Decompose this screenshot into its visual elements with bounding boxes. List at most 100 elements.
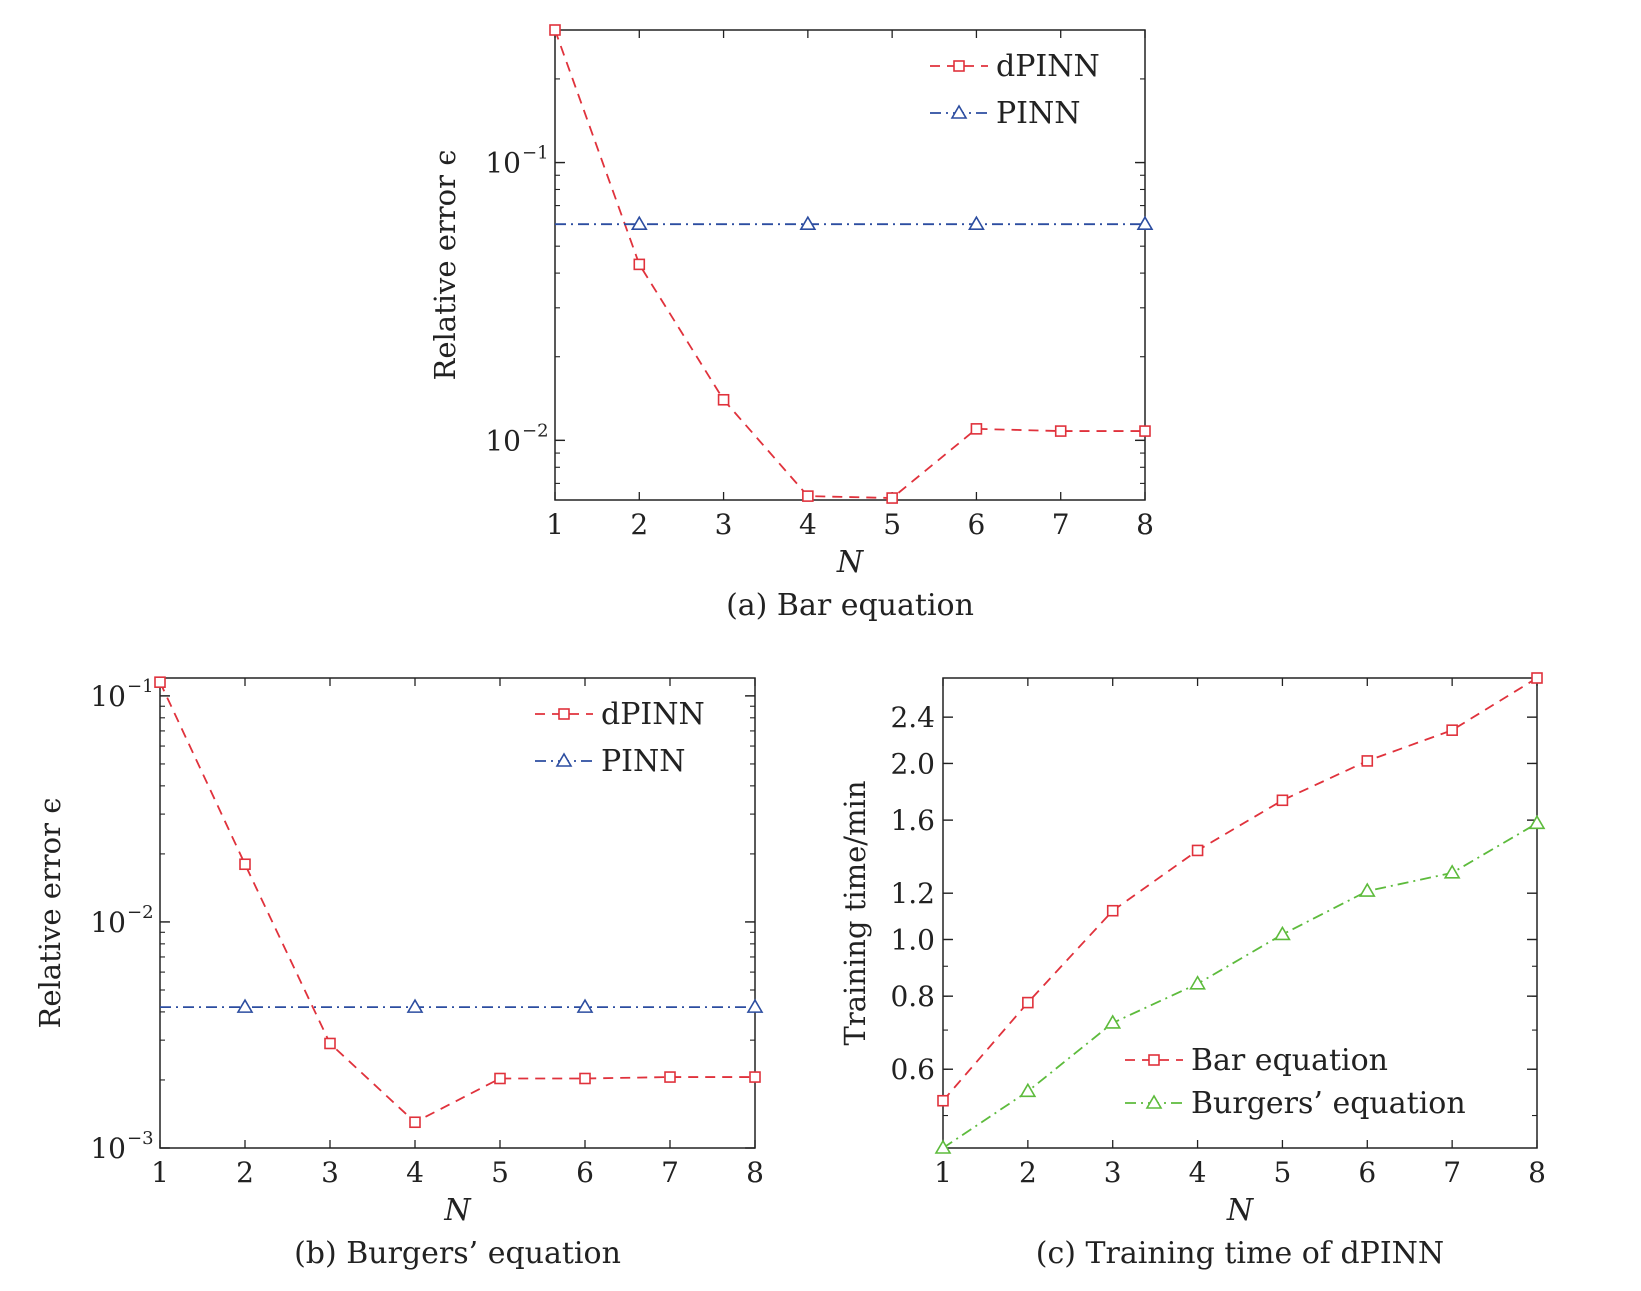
data-point	[1358, 882, 1376, 897]
data-point	[1528, 814, 1546, 830]
x-tick-label: 8	[1136, 508, 1154, 541]
data-point	[239, 858, 251, 871]
x-tick-label: 8	[1528, 1156, 1546, 1189]
y-tick-label-base: 10	[485, 424, 521, 457]
y-tick-label-exponent: −2	[522, 420, 549, 441]
data-point	[1274, 925, 1291, 941]
x-tick-label: 3	[1104, 1156, 1122, 1189]
legend-marker	[558, 708, 570, 720]
data-point	[937, 1094, 949, 1107]
x-tick-label: 5	[491, 1156, 509, 1189]
y-tick-label: 1.2	[890, 877, 935, 910]
panel-caption: (a) Bar equation	[726, 588, 974, 623]
series-line	[942, 677, 1538, 1102]
x-tick-label: 2	[236, 1156, 254, 1189]
x-tick-label: 8	[746, 1156, 764, 1189]
data-point	[409, 1116, 421, 1129]
data-point	[576, 998, 594, 1013]
y-tick-label-exponent: −2	[127, 902, 154, 923]
x-tick-label: 1	[934, 1156, 952, 1189]
legend-marker	[953, 60, 965, 72]
x-tick-label: 1	[151, 1156, 169, 1189]
series-burgers-equation	[934, 814, 1546, 1154]
x-tick-label: 1	[546, 508, 564, 541]
series-pinn	[160, 998, 764, 1013]
x-axis-label: N	[443, 1193, 472, 1228]
panel-caption: (c) Training time of dPINN	[1036, 1236, 1444, 1271]
data-point	[1189, 975, 1206, 990]
legend-label: PINN	[601, 744, 686, 779]
x-tick-label: 4	[1189, 1156, 1207, 1189]
legend-label: PINN	[996, 96, 1081, 131]
x-tick-label: 7	[1052, 508, 1070, 541]
y-tick-label: 10	[485, 424, 521, 457]
data-point	[1276, 794, 1289, 807]
y-tick-label: 10	[90, 680, 126, 713]
plot-frame	[554, 29, 1146, 501]
y-tick-label: 2.0	[890, 747, 935, 780]
data-point	[1054, 425, 1067, 437]
x-tick-label: 4	[799, 508, 817, 541]
data-point	[1104, 1014, 1122, 1029]
data-point	[934, 1139, 952, 1154]
series-line	[554, 29, 1145, 499]
data-point	[236, 998, 254, 1013]
plot-frame	[942, 677, 1538, 1149]
data-point	[802, 490, 814, 502]
data-point	[1446, 724, 1458, 736]
y-tick-label-base: 10	[90, 680, 126, 713]
x-tick-label: 6	[968, 508, 986, 541]
data-point	[630, 215, 648, 230]
y-tick-label: 0.6	[890, 1053, 935, 1086]
data-point	[549, 24, 561, 36]
x-tick-label: 4	[406, 1156, 424, 1189]
y-tick-label: 0.8	[890, 980, 935, 1013]
y-tick-label: 10	[90, 906, 126, 939]
data-point	[886, 492, 898, 504]
x-tick-label: 6	[576, 1156, 594, 1189]
data-point	[579, 1072, 591, 1085]
x-tick-label: 5	[883, 508, 901, 541]
data-point	[1019, 1082, 1037, 1098]
x-tick-label: 7	[661, 1156, 679, 1189]
y-axis-label: Relative error ϵ	[33, 798, 67, 1029]
data-point	[1022, 996, 1034, 1009]
legend-marker	[950, 104, 968, 119]
x-axis-label: N	[1226, 1193, 1255, 1228]
legend-label: dPINN	[996, 49, 1100, 84]
y-tick-label: 10	[485, 147, 521, 180]
panel-c-training-time: 1 2 3 4 5 6 7 8 0.6 0.8 1.0 1.2 1.6 2.0 2.4 N Training t…	[838, 672, 1546, 1271]
y-tick-label-exponent: −3	[127, 1128, 154, 1149]
data-point	[746, 998, 764, 1013]
x-tick-label: 3	[715, 508, 733, 541]
data-point	[324, 1037, 336, 1050]
legend-label: Burgers’ equation	[1191, 1086, 1466, 1121]
series-line	[159, 681, 755, 1124]
data-point	[799, 215, 817, 230]
data-point	[633, 258, 646, 271]
x-tick-label: 2	[1019, 1156, 1037, 1189]
x-tick-label: 6	[1358, 1156, 1376, 1189]
series-bar-equation	[937, 672, 1543, 1107]
data-point	[1191, 844, 1204, 857]
y-axis-label: Training time/min	[838, 781, 872, 1046]
data-point	[1361, 755, 1374, 767]
x-tick-label: 2	[630, 508, 648, 541]
data-point	[406, 998, 424, 1013]
x-axis-label: N	[836, 545, 865, 580]
series-pinn	[555, 215, 1154, 230]
series-line	[942, 822, 1538, 1149]
data-point	[1139, 425, 1151, 437]
legend-label: dPINN	[601, 697, 705, 732]
y-tick-label: 1.6	[890, 804, 935, 837]
data-point	[717, 393, 730, 406]
y-tick-label: 1.0	[890, 923, 935, 956]
series-dpinn	[549, 24, 1151, 504]
legend-marker	[1145, 1094, 1163, 1109]
y-tick-label-exponent: −1	[127, 676, 154, 697]
data-point	[749, 1071, 761, 1083]
data-point	[1136, 215, 1154, 230]
y-tick-label: 2.4	[890, 701, 935, 734]
